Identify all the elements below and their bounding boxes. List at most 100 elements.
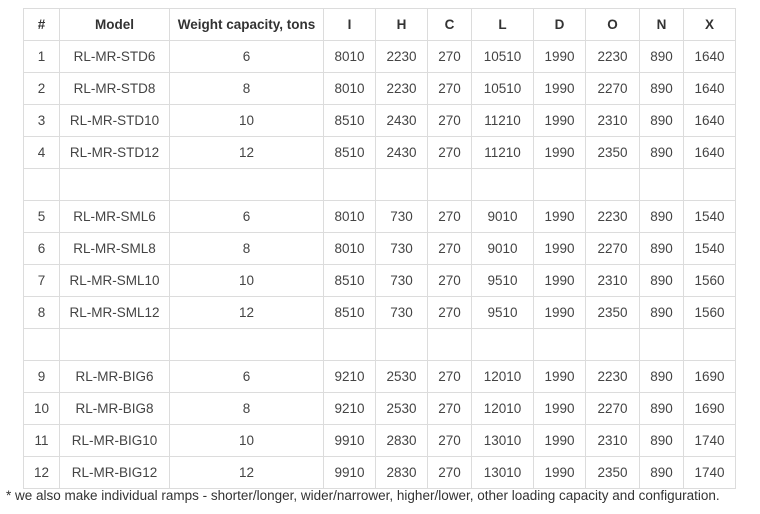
cell-n: 890 [639, 264, 684, 297]
cell-c: 270 [427, 456, 472, 489]
cell-index: 4 [23, 136, 60, 169]
cell-h: 2530 [375, 392, 428, 425]
cell-l: 12010 [471, 360, 534, 393]
cell-d: 1990 [533, 360, 586, 393]
empty-cell [169, 328, 324, 361]
cell-o: 2270 [585, 232, 640, 265]
cell-i: 8510 [323, 104, 376, 137]
cell-model: RL-MR-SML8 [59, 232, 170, 265]
cell-i: 9910 [323, 424, 376, 457]
cell-index: 9 [23, 360, 60, 393]
cell-o: 2230 [585, 40, 640, 73]
cell-c: 270 [427, 40, 472, 73]
cell-model: RL-MR-STD6 [59, 40, 170, 73]
cell-d: 1990 [533, 424, 586, 457]
table-body: 1 RL-MR-STD6 6 8010 2230 270 10510 1990 2230 890 1… [23, 40, 736, 489]
cell-l: 11210 [471, 136, 534, 169]
empty-cell [683, 328, 736, 361]
empty-cell [323, 328, 376, 361]
cell-weight-capacity: 10 [169, 424, 324, 457]
cell-l: 9510 [471, 264, 534, 297]
table-row: 3 RL-MR-STD10 10 8510 2430 270 11210 1990 2310 89… [23, 104, 736, 137]
column-header-x: X [683, 8, 736, 41]
empty-cell [59, 328, 170, 361]
cell-weight-capacity: 8 [169, 232, 324, 265]
cell-o: 2350 [585, 136, 640, 169]
cell-l: 10510 [471, 40, 534, 73]
table-row: 8 RL-MR-SML12 12 8510 730 270 9510 1990 2350 890 1… [23, 296, 736, 329]
cell-weight-capacity: 12 [169, 456, 324, 489]
table-row: 10 RL-MR-BIG8 8 9210 2530 270 12010 1990 2270 890… [23, 392, 736, 425]
cell-weight-capacity: 12 [169, 136, 324, 169]
table-row: 6 RL-MR-SML8 8 8010 730 270 9010 1990 2270 890 154… [23, 232, 736, 265]
column-header-c: C [427, 8, 472, 41]
cell-x: 1640 [683, 104, 736, 137]
cell-n: 890 [639, 104, 684, 137]
cell-i: 8510 [323, 264, 376, 297]
cell-index: 8 [23, 296, 60, 329]
cell-model: RL-MR-BIG6 [59, 360, 170, 393]
cell-c: 270 [427, 360, 472, 393]
column-header-i: I [323, 8, 376, 41]
column-header-n: N [639, 8, 684, 41]
cell-i: 9210 [323, 360, 376, 393]
cell-n: 890 [639, 40, 684, 73]
cell-x: 1640 [683, 136, 736, 169]
cell-h: 730 [375, 200, 428, 233]
table-row: 11 RL-MR-BIG10 10 9910 2830 270 13010 1990 2310 8… [23, 424, 736, 457]
cell-d: 1990 [533, 264, 586, 297]
cell-n: 890 [639, 456, 684, 489]
cell-i: 8010 [323, 232, 376, 265]
empty-cell [23, 328, 60, 361]
cell-h: 730 [375, 232, 428, 265]
cell-index: 3 [23, 104, 60, 137]
cell-d: 1990 [533, 104, 586, 137]
table-row: 12 RL-MR-BIG12 12 9910 2830 270 13010 1990 2350 8… [23, 456, 736, 489]
cell-x: 1640 [683, 40, 736, 73]
cell-h: 2530 [375, 360, 428, 393]
column-header-l: L [471, 8, 534, 41]
cell-l: 11210 [471, 104, 534, 137]
column-header-weight-capacity: Weight capacity, tons [169, 8, 324, 41]
cell-i: 8510 [323, 296, 376, 329]
cell-o: 2350 [585, 456, 640, 489]
cell-weight-capacity: 6 [169, 40, 324, 73]
cell-c: 270 [427, 200, 472, 233]
cell-weight-capacity: 8 [169, 392, 324, 425]
cell-h: 2430 [375, 136, 428, 169]
cell-h: 730 [375, 296, 428, 329]
table-row: 7 RL-MR-SML10 10 8510 730 270 9510 1990 2310 890 1… [23, 264, 736, 297]
cell-h: 2830 [375, 424, 428, 457]
cell-o: 2350 [585, 296, 640, 329]
cell-c: 270 [427, 264, 472, 297]
cell-weight-capacity: 10 [169, 264, 324, 297]
cell-i: 9210 [323, 392, 376, 425]
cell-d: 1990 [533, 456, 586, 489]
cell-index: 1 [23, 40, 60, 73]
cell-c: 270 [427, 72, 472, 105]
table-row: 5 RL-MR-SML6 6 8010 730 270 9010 1990 2230 890 154… [23, 200, 736, 233]
cell-x: 1690 [683, 360, 736, 393]
cell-o: 2270 [585, 72, 640, 105]
cell-weight-capacity: 8 [169, 72, 324, 105]
cell-model: RL-MR-SML10 [59, 264, 170, 297]
cell-model: RL-MR-BIG12 [59, 456, 170, 489]
cell-x: 1740 [683, 424, 736, 457]
empty-cell [585, 328, 640, 361]
cell-x: 1560 [683, 296, 736, 329]
cell-model: RL-MR-STD10 [59, 104, 170, 137]
cell-index: 12 [23, 456, 60, 489]
cell-d: 1990 [533, 40, 586, 73]
cell-o: 2310 [585, 264, 640, 297]
cell-x: 1640 [683, 72, 736, 105]
empty-cell [375, 328, 428, 361]
cell-model: RL-MR-SML6 [59, 200, 170, 233]
column-header-model: Model [59, 8, 170, 41]
empty-cell [169, 168, 324, 201]
cell-weight-capacity: 6 [169, 200, 324, 233]
cell-i: 8010 [323, 200, 376, 233]
group-separator-row [23, 168, 736, 201]
empty-cell [323, 168, 376, 201]
cell-model: RL-MR-STD12 [59, 136, 170, 169]
column-header-h: H [375, 8, 428, 41]
